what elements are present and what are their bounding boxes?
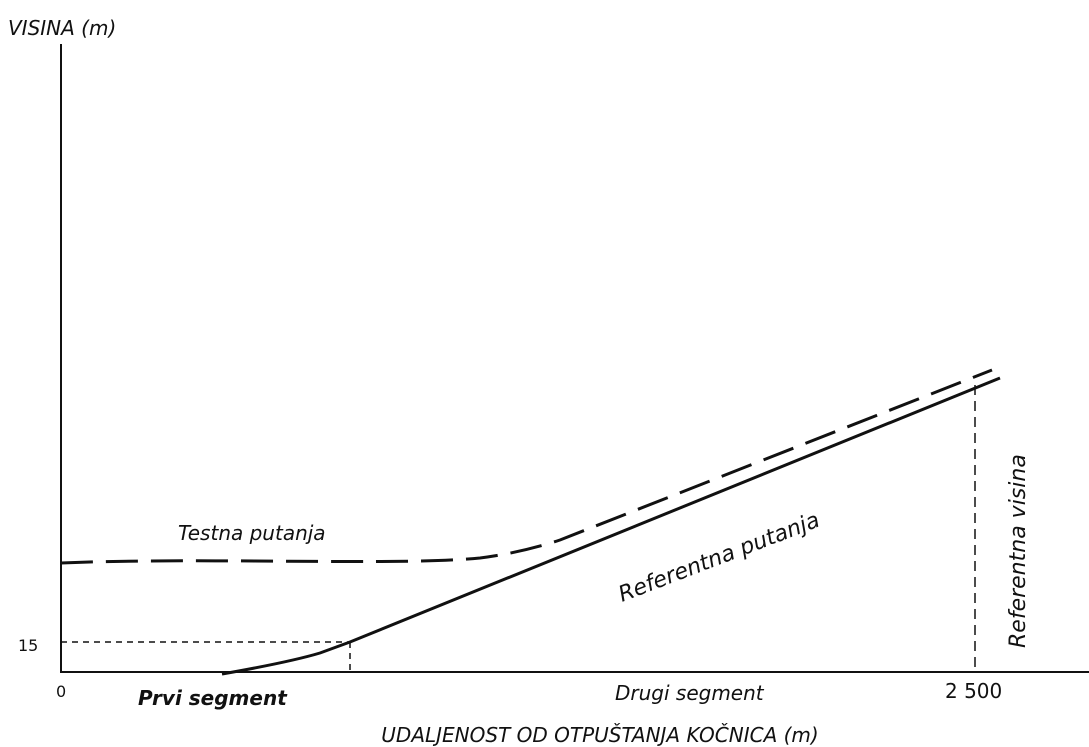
- y-tick-label: 15: [18, 636, 38, 655]
- x-tick-label: 2 500: [945, 679, 1002, 703]
- test-path-label: Testna putanja: [178, 521, 326, 545]
- reference-height-label: Referentna visina: [1006, 454, 1031, 648]
- segment-label: Drugi segment: [615, 681, 765, 705]
- y-axis-title: VISINA (m): [8, 16, 116, 40]
- x-tick-label: 0: [56, 682, 66, 701]
- x-axis-title: UDALJENOST OD OTPUŠTANJA KOČNICA (m): [381, 723, 818, 747]
- reference-path: [221, 376, 1001, 676]
- segment-label: Prvi segment: [138, 686, 288, 710]
- test-path: [60, 368, 993, 565]
